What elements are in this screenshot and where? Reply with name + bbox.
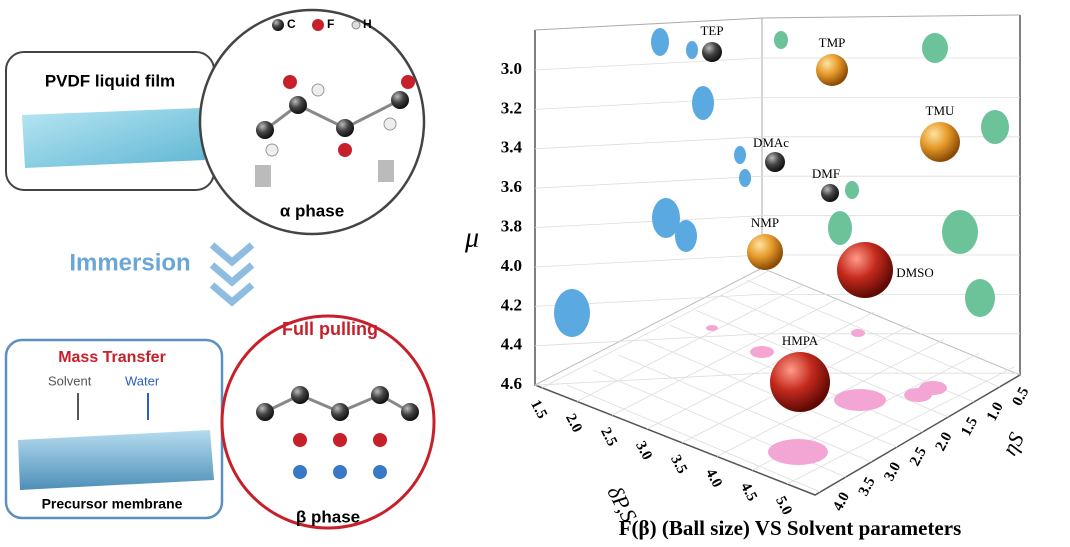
grid-line: [534, 97, 763, 110]
z-tick-label: 3.6: [501, 177, 522, 196]
beta-molecule: [256, 386, 419, 479]
alpha-label: α phase: [280, 201, 344, 220]
grid-line: [534, 333, 763, 347]
solvent-ball: [747, 234, 783, 270]
solvent-label: HMPA: [782, 333, 819, 348]
y-axis-label: ηS: [997, 428, 1029, 459]
grid-line: [534, 372, 763, 386]
grid-line: [566, 384, 821, 493]
solvent-label: DMSO: [896, 265, 934, 280]
grid-line: [534, 254, 763, 268]
grid-line: [534, 57, 763, 71]
x-tick-label: 1.5: [527, 397, 550, 421]
beta-label: β phase: [296, 507, 360, 526]
mass-transfer-box: [4, 338, 224, 520]
y-tick-label: 2.0: [933, 430, 956, 454]
grid-line: [746, 279, 1000, 388]
x-tick-label: 2.0: [562, 411, 585, 435]
legend-h: H: [363, 17, 372, 31]
z-tick-label: 4.4: [501, 335, 523, 354]
grid-line: [576, 284, 805, 402]
solvent-ball: [920, 122, 960, 162]
z-tick-label: 3.2: [501, 98, 522, 117]
grid-line: [534, 215, 763, 228]
solvent-ball: [702, 42, 722, 62]
x-tick-label: 3.0: [632, 439, 655, 463]
y-tick-label: 0.5: [1010, 385, 1033, 409]
beta-circle: [220, 314, 436, 530]
atom-legend: C F H: [272, 17, 372, 31]
z-tick-label: 4.2: [501, 295, 522, 314]
y-tick-label: 1.0: [984, 400, 1007, 424]
solvent-label: TMP: [819, 35, 846, 50]
x-tick-label: 3.5: [667, 452, 690, 476]
y-tick-label: 4.0: [830, 490, 853, 514]
z-axis-label: μ: [464, 222, 479, 253]
solvent-label: DMF: [812, 166, 840, 181]
solvent-label: TMU: [926, 103, 956, 118]
membrane-image: [18, 430, 214, 490]
legend-f: F: [327, 17, 334, 31]
solvent-label: DMAc: [753, 135, 789, 150]
grid-line: [646, 311, 875, 430]
grid-line: [534, 136, 763, 150]
x-tick-label: 4.5: [737, 480, 760, 504]
water-label: Water: [125, 373, 160, 388]
mass-transfer-label: Mass Transfer: [58, 349, 166, 366]
grid-line: [611, 297, 840, 416]
solvent-ball: [816, 54, 848, 86]
y-tick-label: 3.5: [856, 475, 879, 499]
grid-line: [716, 339, 945, 457]
solvent-ball: [770, 352, 830, 412]
full-pulling-label: Full pulling: [282, 319, 378, 339]
z-tick-label: 4.0: [501, 256, 522, 275]
grid-line: [643, 339, 898, 448]
grid: [534, 57, 1020, 493]
x-tick-label: 4.0: [702, 466, 725, 490]
solvent-label: TEP: [700, 23, 723, 38]
solvent-ball: [765, 152, 785, 172]
alpha-molecule: [255, 75, 415, 187]
solvent-ball: [821, 184, 839, 202]
chevrons: [209, 242, 255, 307]
precursor-label: Precursor membrane: [42, 496, 183, 512]
z-tick-label: 3.8: [501, 217, 522, 236]
z-tick-label: 4.6: [501, 374, 522, 393]
film-image: [22, 108, 205, 168]
z-tick-label: 3.4: [501, 138, 523, 157]
film-title: PVDF liquid film: [45, 71, 175, 90]
grid-line: [618, 354, 872, 463]
caption: F(β) (Ball size) VS Solvent parameters: [619, 516, 962, 540]
y-tick-label: 1.5: [958, 415, 981, 439]
solvent-label: Solvent: [48, 373, 92, 388]
immersion-label: Immersion: [69, 249, 190, 276]
solvent-label: NMP: [751, 215, 779, 230]
grid-line: [786, 366, 1015, 485]
y-tick-label: 2.5: [907, 445, 930, 469]
legend-c: C: [287, 17, 296, 31]
solvent-ball: [837, 242, 893, 298]
x-tick-label: 5.0: [772, 494, 795, 518]
grid-line: [534, 175, 763, 189]
z-tick-label: 3.0: [501, 59, 522, 78]
y-tick-label: 3.0: [881, 460, 904, 484]
balls: TEP TMP TMU DMAc DMF NMP DMSO HMPA: [700, 23, 960, 412]
projections: [554, 28, 1009, 465]
x-tick-label: 2.5: [597, 425, 620, 449]
grid-line: [541, 270, 770, 389]
